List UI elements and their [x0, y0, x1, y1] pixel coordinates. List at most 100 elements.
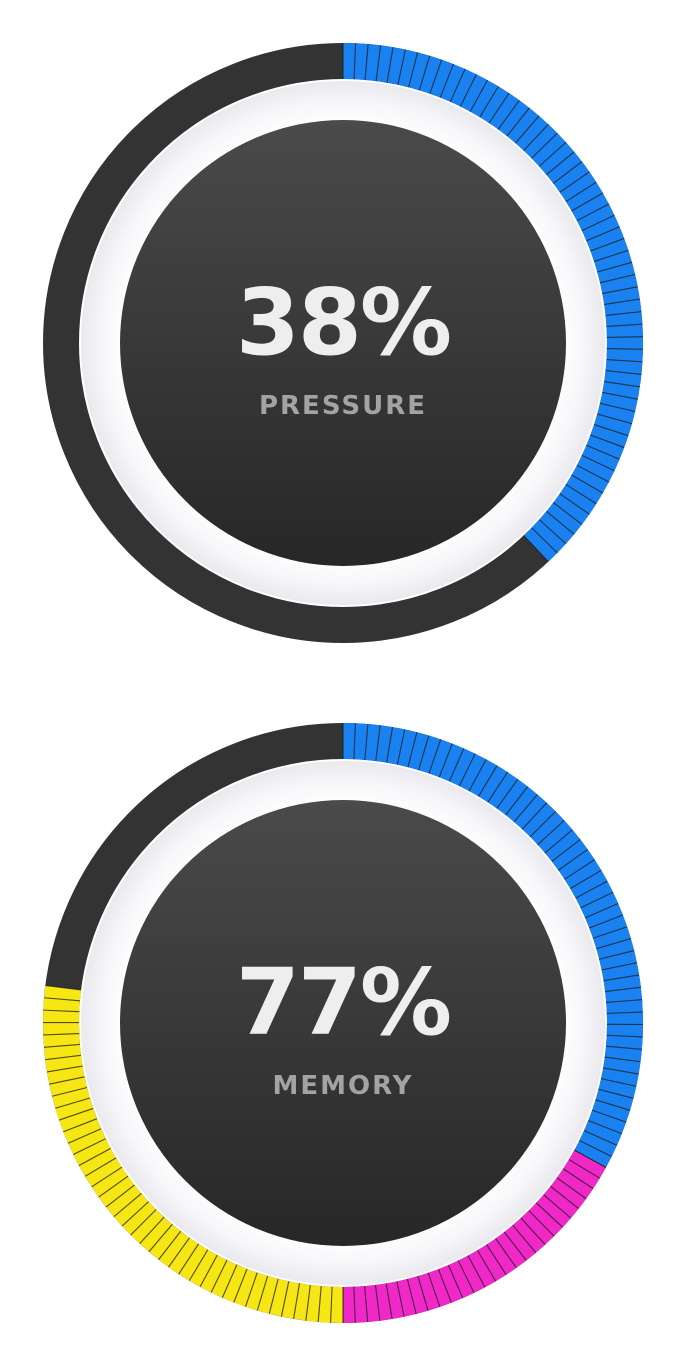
memory-tick	[49, 1076, 85, 1085]
memory-tick	[558, 848, 589, 871]
pressure-tick	[571, 192, 604, 212]
memory-tick	[476, 1249, 497, 1282]
pressure-tick	[606, 323, 643, 327]
memory-tick	[233, 1268, 248, 1303]
memory-tick	[588, 1119, 622, 1135]
pressure-tick	[523, 123, 549, 151]
memory-tick	[606, 999, 643, 1004]
pressure-tick	[602, 286, 638, 295]
memory-tick	[98, 1175, 129, 1198]
pressure-tick	[497, 99, 520, 130]
memory-tick	[458, 753, 476, 787]
memory-tick	[364, 1286, 369, 1323]
memory-tick	[385, 1283, 393, 1320]
memory-tick	[544, 829, 573, 854]
pressure-tick	[571, 474, 604, 494]
memory-tick	[406, 1278, 417, 1315]
memory-tick	[417, 1276, 429, 1311]
memory-tick	[606, 1034, 643, 1038]
memory-tick	[43, 1009, 80, 1013]
memory-tick	[513, 794, 538, 823]
pressure-tick	[590, 434, 625, 449]
pressure-tick	[515, 115, 540, 144]
memory-tick	[158, 1230, 182, 1260]
pressure-tick	[488, 92, 510, 124]
pressure-tick	[375, 45, 382, 82]
memory-tick	[520, 1217, 546, 1246]
memory-tick	[268, 1278, 279, 1314]
pressure-tick	[531, 132, 558, 159]
pressure-gauge: 38% PRESSURE	[43, 43, 644, 643]
memory-tick	[521, 802, 548, 830]
memory-tick	[551, 838, 581, 862]
memory-tick	[535, 1202, 564, 1228]
pressure-tick	[459, 74, 477, 107]
memory-tick	[364, 723, 369, 760]
memory-tick	[605, 1045, 642, 1050]
memory-tick	[168, 1237, 190, 1268]
pressure-tick	[546, 510, 575, 535]
memory-tick	[386, 727, 394, 763]
memory-tick	[113, 1193, 142, 1218]
memory-tick	[595, 1099, 631, 1111]
pressure-tick	[552, 502, 583, 525]
memory-tick	[529, 811, 557, 838]
pressure-tick	[469, 79, 489, 112]
memory-tick	[67, 1128, 102, 1144]
memory-tick	[43, 1032, 80, 1036]
memory-tick	[317, 1286, 322, 1323]
memory-tick	[396, 729, 406, 765]
memory-tick	[457, 1260, 475, 1294]
pressure-tick	[593, 424, 629, 437]
memory-label: MEMORY	[272, 1071, 414, 1101]
pressure-tick	[408, 52, 419, 88]
pressure-tick	[479, 86, 499, 118]
pressure-tick	[590, 237, 625, 252]
memory-tick	[605, 986, 641, 993]
memory-tick	[604, 1056, 641, 1063]
pressure-tick	[576, 203, 610, 222]
pressure-tick	[364, 44, 369, 80]
memory-tick	[178, 1243, 199, 1275]
memory-tick	[51, 1086, 88, 1097]
pressure-value: 38%	[235, 269, 452, 376]
pressure-tick	[552, 161, 583, 184]
memory-tick	[562, 1168, 594, 1190]
memory-tick	[73, 1138, 106, 1155]
pressure-tick	[546, 151, 575, 176]
memory-tick	[556, 1177, 587, 1200]
memory-tick	[596, 938, 632, 950]
memory-tick	[121, 1201, 149, 1227]
pressure-label: PRESSURE	[258, 391, 427, 421]
memory-tick	[496, 778, 519, 809]
memory-tick	[407, 732, 418, 768]
memory-tick	[91, 1166, 123, 1188]
pressure-tick	[523, 535, 549, 563]
memory-tick	[550, 1185, 580, 1210]
pressure-tick	[599, 402, 636, 413]
memory-tick	[487, 771, 509, 803]
memory-tick	[599, 950, 635, 960]
memory-tick	[486, 1244, 507, 1276]
memory-tick	[305, 1284, 311, 1321]
memory-tick	[375, 725, 381, 762]
pressure-gauge-ring	[43, 43, 644, 643]
memory-segment-yellow	[43, 985, 343, 1323]
memory-center-disc	[120, 800, 566, 1246]
memory-tick	[330, 1286, 333, 1323]
pressure-tick	[605, 311, 642, 316]
memory-tick	[139, 1216, 165, 1244]
memory-tick	[528, 1210, 555, 1237]
memory-value: 77%	[235, 949, 452, 1056]
pressure-tick	[565, 181, 597, 203]
memory-tick	[221, 1264, 238, 1298]
memory-tick	[512, 1224, 537, 1254]
pressure-tick	[538, 519, 567, 545]
memory-tick	[280, 1281, 290, 1317]
memory-tick	[569, 869, 602, 890]
memory-tick	[438, 743, 453, 778]
pressure-tick	[586, 226, 620, 242]
memory-tick	[84, 1157, 117, 1177]
pressure-center-disc	[120, 120, 566, 566]
memory-tick	[130, 1209, 157, 1236]
